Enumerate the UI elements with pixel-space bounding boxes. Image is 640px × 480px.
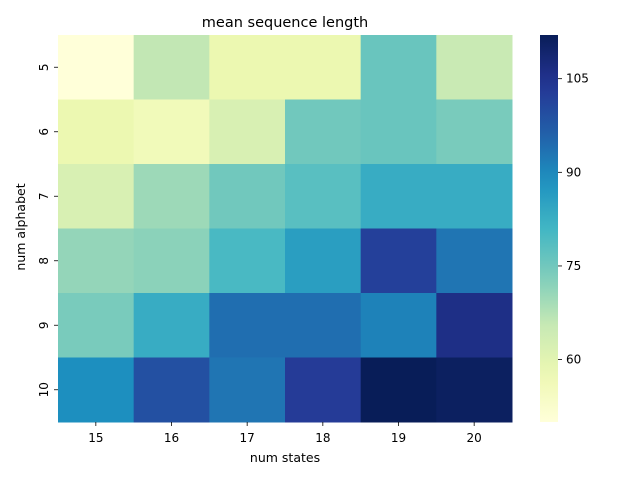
heatmap-cell: [58, 99, 135, 165]
x-tick-label: 20: [467, 431, 482, 445]
heatmap-cell: [209, 293, 286, 358]
y-tick-label: 7: [37, 192, 51, 200]
heatmap-cell: [436, 293, 513, 358]
heatmap-cell: [360, 357, 437, 423]
heatmap-cell: [133, 164, 210, 229]
x-tick-label: 16: [164, 431, 179, 445]
colorbar-tick-label: 105: [566, 72, 589, 86]
y-tick-label: 9: [37, 321, 51, 329]
heatmap-cell: [58, 357, 135, 423]
heatmap-cell: [133, 228, 210, 294]
heatmap-cell: [285, 293, 362, 358]
y-tick-label: 8: [37, 257, 51, 265]
heatmap-cell: [209, 357, 286, 423]
heatmap-cell: [285, 357, 362, 423]
y-axis-label: num alphabet: [13, 183, 28, 270]
heatmap-cell: [133, 357, 210, 423]
y-tick-label: 6: [37, 128, 51, 136]
heatmap-cell: [360, 99, 437, 165]
heatmap-cell: [360, 228, 437, 294]
y-tick-label: 10: [37, 382, 51, 397]
heatmap-cell: [58, 293, 135, 358]
x-tick-label: 19: [391, 431, 406, 445]
colorbar-tick-label: 60: [566, 353, 581, 367]
x-axis-label: num states: [250, 450, 320, 465]
heatmap-cell: [58, 35, 135, 100]
heatmap-cell: [285, 99, 362, 165]
heatmap-cell: [209, 99, 286, 165]
heatmap-cell: [285, 35, 362, 100]
colorbar: [540, 35, 558, 422]
chart-title: mean sequence length: [202, 15, 368, 31]
heatmap-cell: [360, 35, 437, 100]
heatmap-cell: [436, 357, 513, 423]
heatmap-cell: [436, 228, 513, 294]
colorbar-tick-label: 90: [566, 165, 581, 179]
heatmap-cell: [209, 164, 286, 229]
heatmap-cell: [133, 293, 210, 358]
heatmap-cell: [360, 293, 437, 358]
heatmap-cell: [133, 35, 210, 100]
heatmap-cell: [133, 99, 210, 165]
x-tick-label: 15: [88, 431, 103, 445]
x-tick-label: 18: [315, 431, 330, 445]
heatmap-cell: [285, 228, 362, 294]
heatmap-cell: [58, 164, 135, 229]
heatmap-cell: [209, 228, 286, 294]
heatmap-cell: [360, 164, 437, 229]
heatmap-cell: [436, 164, 513, 229]
y-tick-label: 5: [37, 63, 51, 71]
heatmap-cell: [209, 35, 286, 100]
heatmap-cell: [285, 164, 362, 229]
colorbar-tick-label: 75: [566, 259, 581, 273]
heatmap-cell: [436, 99, 513, 165]
heatmap-cell: [58, 228, 135, 294]
heatmap-cell: [436, 35, 513, 100]
x-tick-label: 17: [240, 431, 255, 445]
